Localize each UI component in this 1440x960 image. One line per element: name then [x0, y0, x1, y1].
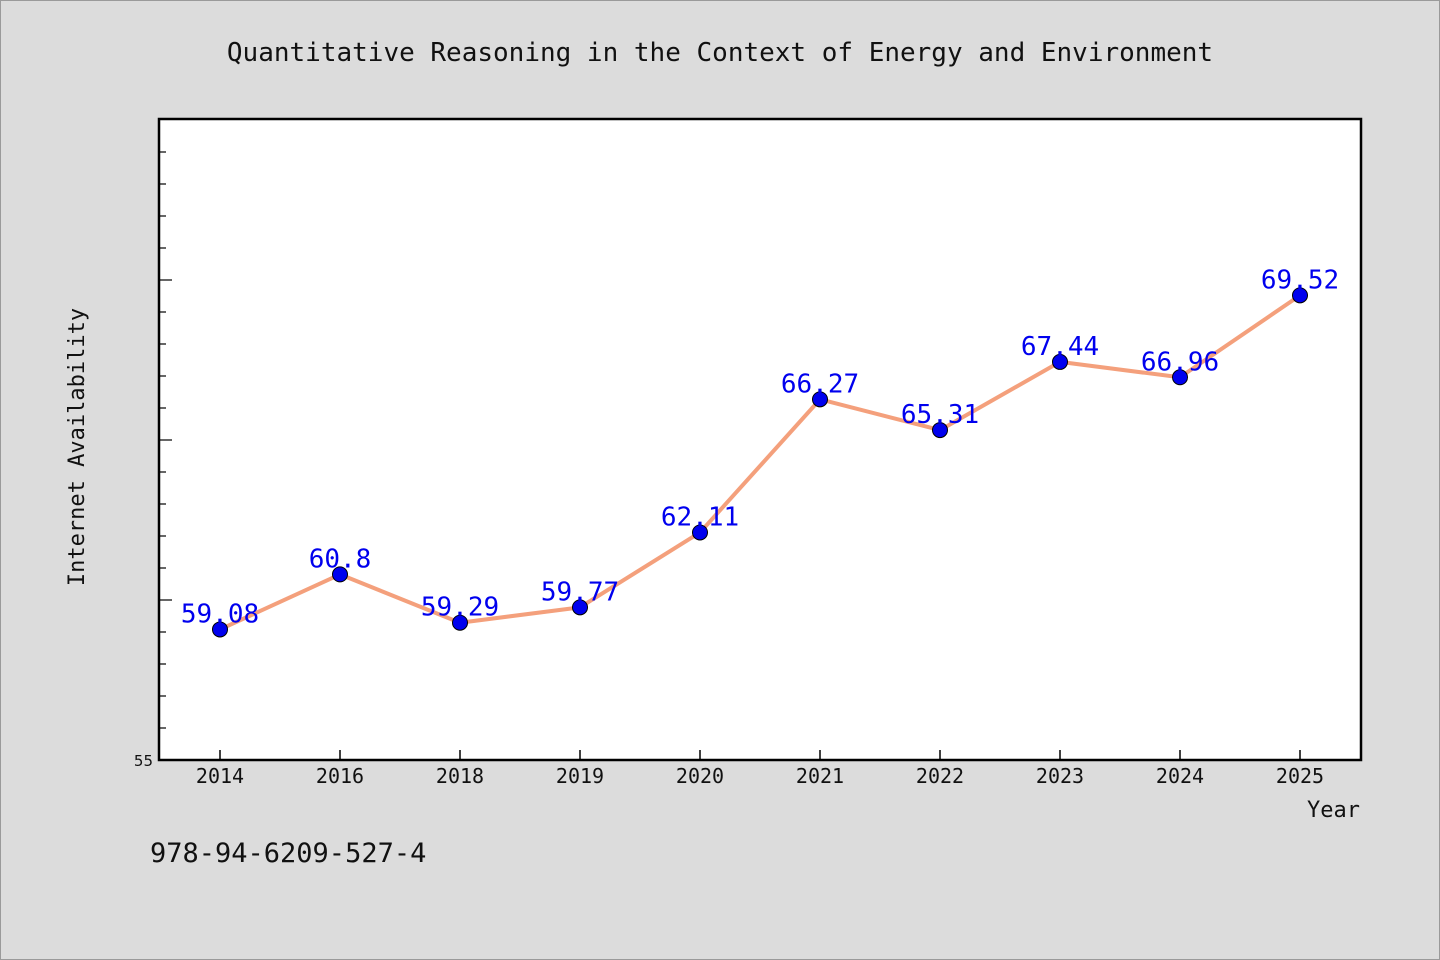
data-point-2023 [1052, 353, 1068, 370]
data-label-2016: 60.8 [309, 544, 372, 574]
data-point-2022 [932, 422, 948, 439]
y-axis-label: Internet Availability [65, 308, 90, 586]
y-tick-label-55: 55 [134, 752, 153, 770]
isbn-text: 978-94-6209-527-4 [150, 838, 426, 869]
data-point-2024 [1172, 369, 1188, 386]
series-markers [212, 287, 1308, 638]
data-label-2024: 66.96 [1141, 347, 1219, 377]
data-labels: 59.08 60.8 59.29 59.77 62.11 66.27 65.31 67.44 6… [181, 265, 1339, 629]
series-line [219, 293, 1302, 632]
x-tick-label-2022: 2022 [916, 764, 964, 788]
x-tick-label-2023: 2023 [1036, 764, 1084, 788]
data-label-2020: 62.11 [661, 502, 739, 532]
data-label-2021: 66.27 [781, 369, 859, 399]
data-label-2025: 69.52 [1261, 265, 1339, 295]
x-tick-label-2018: 2018 [436, 764, 484, 788]
chart-title: Quantitative Reasoning in the Context of… [227, 38, 1213, 68]
data-point-2019 [572, 599, 588, 616]
data-point-2014 [212, 621, 228, 638]
data-label-2023: 67.44 [1021, 332, 1099, 362]
data-label-2014: 59.08 [181, 599, 259, 629]
data-point-2021 [812, 391, 828, 408]
x-tick-label-2025: 2025 [1276, 764, 1324, 788]
data-point-2016 [332, 566, 348, 583]
x-tick-label-2021: 2021 [796, 764, 844, 788]
x-tick-label-2016: 2016 [316, 764, 364, 788]
x-tick-label-2014: 2014 [196, 764, 244, 788]
x-tick-label-2019: 2019 [556, 764, 604, 788]
y-axis-ticks [160, 151, 172, 729]
data-point-2025 [1292, 287, 1308, 304]
plot-area [157, 117, 1363, 762]
data-label-2019: 59.77 [541, 577, 619, 607]
x-axis-label: Year [1307, 798, 1360, 823]
data-label-2022: 65.31 [901, 400, 979, 430]
data-label-2018: 59.29 [421, 593, 499, 623]
x-axis-ticks: 2014 2016 2018 2019 2020 2021 2022 2023 2024 2025 [196, 750, 1324, 788]
x-tick-label-2020: 2020 [676, 764, 724, 788]
data-point-2020 [692, 524, 708, 541]
x-tick-label-2024: 2024 [1156, 764, 1204, 788]
data-point-2018 [452, 614, 468, 631]
